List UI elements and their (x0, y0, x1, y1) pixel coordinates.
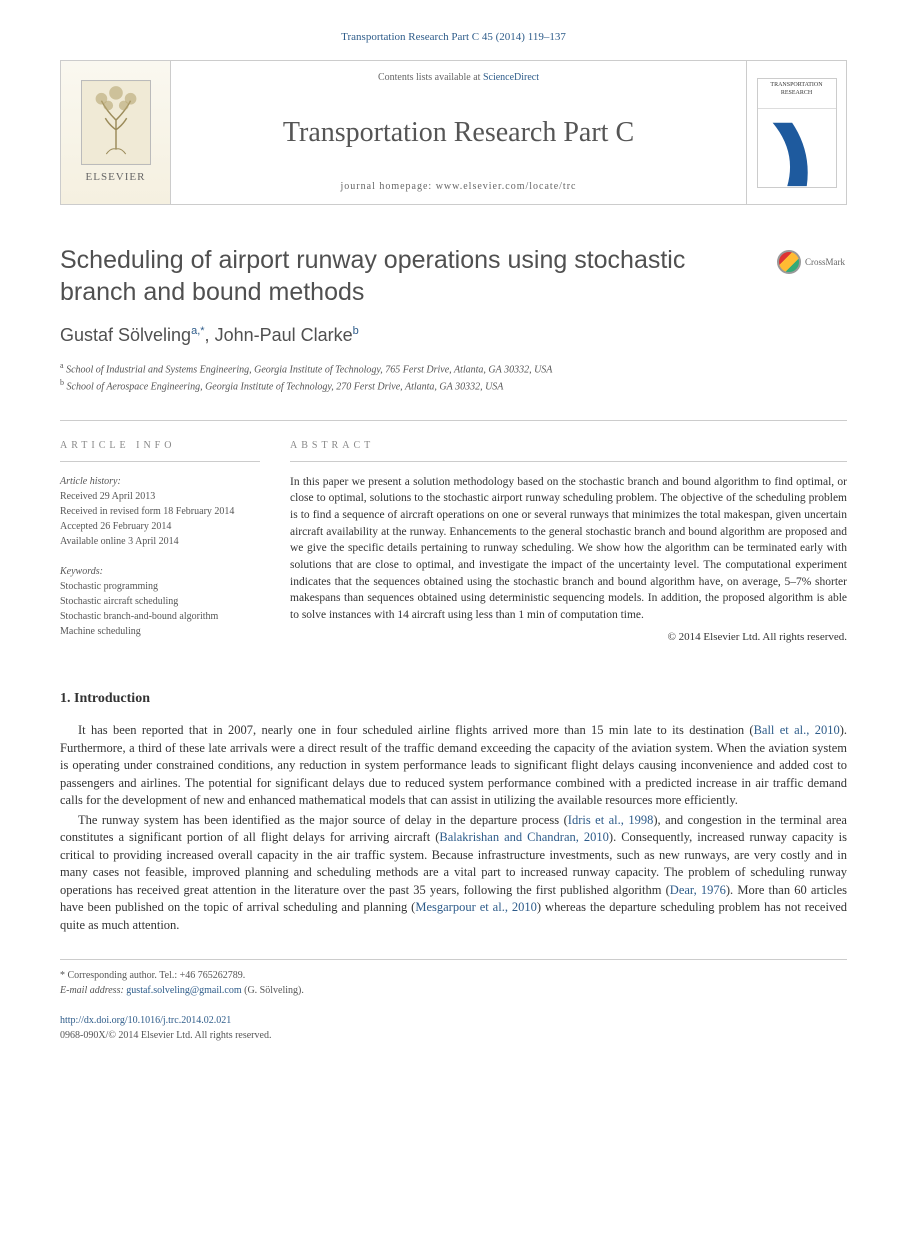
keyword-2: Stochastic branch-and-bound algorithm (60, 609, 260, 624)
keyword-0: Stochastic programming (60, 579, 260, 594)
author-1-name: Gustaf Sölveling (60, 325, 191, 345)
header-center: Contents lists available at ScienceDirec… (171, 61, 746, 204)
article-info-header: ARTICLE INFO (60, 439, 260, 462)
corresponding-author: * Corresponding author. Tel.: +46 765262… (60, 968, 847, 983)
info-abstract-row: ARTICLE INFO Article history: Received 2… (60, 420, 847, 654)
p2-pre: The runway system has been identified as… (78, 813, 568, 827)
journal-header-box: ELSEVIER Contents lists available at Sci… (60, 60, 847, 205)
footer-notes: * Corresponding author. Tel.: +46 765262… (60, 959, 847, 998)
history-line-1: Received in revised form 18 February 201… (60, 504, 260, 519)
section-1-heading: 1. Introduction (60, 689, 847, 709)
authors-line: Gustaf Sölvelinga,*, John-Paul Clarkeb (60, 323, 847, 348)
page-container: Transportation Research Part C 45 (2014)… (0, 0, 907, 1083)
ref-idris-1998[interactable]: Idris et al., 1998 (568, 813, 654, 827)
keyword-1: Stochastic aircraft scheduling (60, 594, 260, 609)
author-2-sup: b (353, 325, 359, 337)
affiliation-b: b School of Aerospace Engineering, Georg… (60, 377, 847, 394)
keywords-block: Keywords: Stochastic programming Stochas… (60, 564, 260, 639)
elsevier-label: ELSEVIER (86, 170, 146, 185)
author-2-markers: b (353, 325, 359, 337)
cover-title-small: TRANSPORTATION RESEARCH (758, 79, 836, 109)
email-label: E-mail address: (60, 985, 126, 996)
sciencedirect-link[interactable]: ScienceDirect (483, 72, 539, 83)
title-row: Scheduling of airport runway operations … (60, 245, 847, 308)
ref-dear-1976[interactable]: Dear, 1976 (670, 883, 726, 897)
email-line: E-mail address: gustaf.solveling@gmail.c… (60, 983, 847, 998)
intro-para-2: The runway system has been identified as… (60, 812, 847, 935)
history-line-2: Accepted 26 February 2014 (60, 519, 260, 534)
aff-a-text: School of Industrial and Systems Enginee… (66, 364, 552, 375)
aff-b-marker: b (60, 378, 64, 387)
author-2-name: John-Paul Clarke (215, 325, 353, 345)
affiliation-a: a School of Industrial and Systems Engin… (60, 360, 847, 377)
journal-title: Transportation Research Part C (283, 113, 634, 152)
abstract-text: In this paper we present a solution meth… (290, 474, 847, 624)
doi-block: http://dx.doi.org/10.1016/j.trc.2014.02.… (60, 1013, 847, 1043)
ref-ball-2010[interactable]: Ball et al., 2010 (754, 723, 840, 737)
contents-prefix: Contents lists available at (378, 72, 483, 83)
intro-para-1: It has been reported that in 2007, nearl… (60, 722, 847, 810)
history-line-3: Available online 3 April 2014 (60, 534, 260, 549)
citation-line: Transportation Research Part C 45 (2014)… (60, 30, 847, 45)
aff-b-text: School of Aerospace Engineering, Georgia… (67, 382, 504, 393)
p1-pre: It has been reported that in 2007, nearl… (78, 723, 754, 737)
elsevier-tree-icon (81, 80, 151, 165)
author-1-sup: a,* (191, 325, 204, 337)
abstract-header: ABSTRACT (290, 439, 847, 462)
history-block: Article history: Received 29 April 2013 … (60, 474, 260, 549)
journal-cover-box: TRANSPORTATION RESEARCH (746, 61, 846, 204)
history-label: Article history: (60, 474, 260, 489)
history-line-0: Received 29 April 2013 (60, 489, 260, 504)
affiliations: a School of Industrial and Systems Engin… (60, 360, 847, 395)
doi-link[interactable]: http://dx.doi.org/10.1016/j.trc.2014.02.… (60, 1015, 231, 1026)
ref-mesgarpour-2010[interactable]: Mesgarpour et al., 2010 (415, 900, 537, 914)
homepage-line: journal homepage: www.elsevier.com/locat… (341, 180, 577, 194)
contents-line: Contents lists available at ScienceDirec… (378, 71, 539, 85)
aff-a-marker: a (60, 361, 64, 370)
crossmark-badge[interactable]: CrossMark (777, 250, 847, 274)
article-info-column: ARTICLE INFO Article history: Received 2… (60, 439, 260, 654)
author-1-markers: a,* (191, 325, 204, 337)
journal-cover-thumbnail: TRANSPORTATION RESEARCH (757, 78, 837, 188)
email-link[interactable]: gustaf.solveling@gmail.com (126, 985, 241, 996)
abstract-copyright: © 2014 Elsevier Ltd. All rights reserved… (290, 630, 847, 645)
keyword-3: Machine scheduling (60, 624, 260, 639)
article-title: Scheduling of airport runway operations … (60, 245, 757, 308)
keywords-label: Keywords: (60, 564, 260, 579)
abstract-column: ABSTRACT In this paper we present a solu… (290, 439, 847, 654)
email-name: (G. Sölveling). (242, 985, 304, 996)
ref-balakrishan-2010[interactable]: Balakrishan and Chandran, 2010 (439, 830, 609, 844)
issn-copyright: 0968-090X/© 2014 Elsevier Ltd. All right… (60, 1028, 847, 1043)
crossmark-icon (777, 250, 801, 274)
elsevier-logo-box: ELSEVIER (61, 61, 171, 204)
crossmark-label: CrossMark (805, 256, 845, 269)
